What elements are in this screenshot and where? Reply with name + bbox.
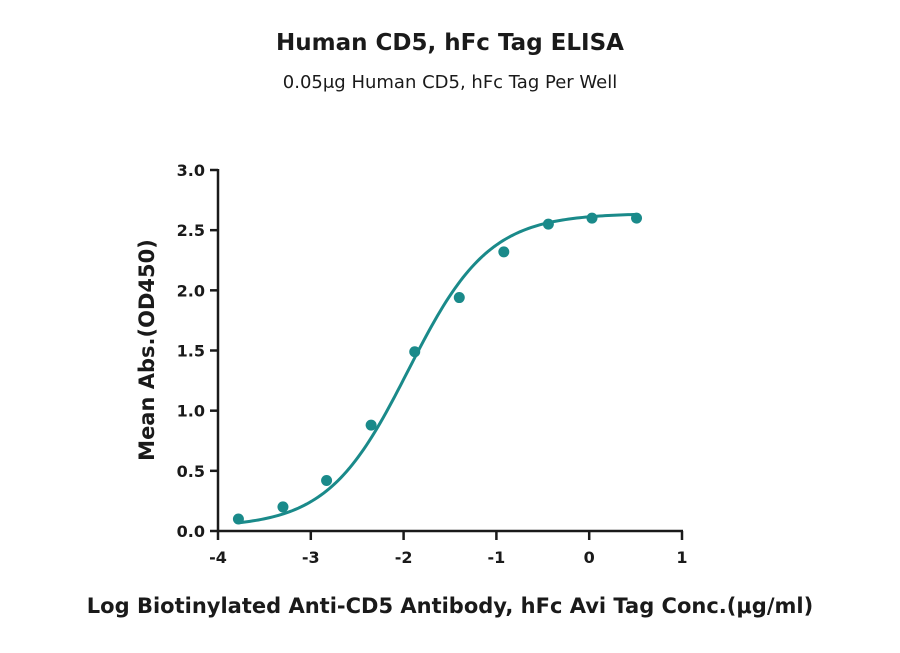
data-point (631, 212, 643, 224)
y-tick-label: 3.0 (177, 161, 205, 180)
data-point (586, 212, 598, 224)
data-point (498, 246, 510, 258)
x-tick-label: 1 (676, 548, 687, 567)
y-tick-label: 1.5 (177, 342, 205, 361)
fit-curve (238, 212, 637, 525)
x-tick-label: 0 (584, 548, 595, 567)
x-tick-label: -3 (302, 548, 320, 567)
data-point (542, 218, 554, 230)
y-tick-label: 1.0 (177, 402, 205, 421)
data-point (277, 501, 289, 513)
x-tick-label: -1 (488, 548, 506, 567)
data-point (409, 346, 421, 358)
x-axis-label: Log Biotinylated Anti-CD5 Antibody, hFc … (86, 594, 814, 618)
ticks: 0.0 0.5 1.0 1.5 2.0 2.5 3.0 -4 -3 -2 -1 0 1 (177, 161, 688, 567)
chart-subtitle: 0.05μg Human CD5, hFc Tag Per Well (282, 72, 618, 93)
y-tick-label: 2.0 (177, 281, 205, 300)
axes (216, 169, 683, 533)
x-tick-label: -4 (209, 548, 227, 567)
data-point (365, 419, 377, 431)
y-tick-label: 2.5 (177, 221, 205, 240)
y-tick-label: 0.5 (177, 462, 205, 481)
data-point (453, 292, 465, 304)
data-point (232, 513, 244, 525)
chart-title: Human CD5, hFc Tag ELISA (276, 30, 624, 56)
data-point (321, 474, 333, 486)
y-axis-label: Mean Abs.(OD450) (135, 239, 159, 461)
y-tick-label: 0.0 (177, 522, 205, 541)
x-tick-label: -2 (395, 548, 413, 567)
data-points (232, 212, 643, 525)
